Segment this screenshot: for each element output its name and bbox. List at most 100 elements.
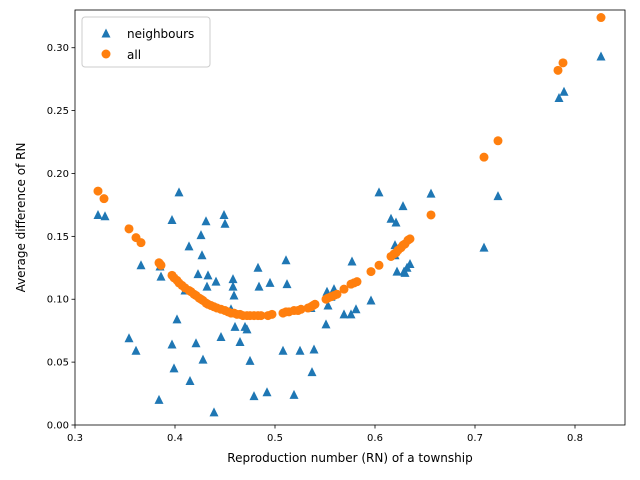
neighbours-point (323, 300, 333, 310)
neighbours-point (289, 389, 299, 399)
y-tick-label: 0.10 (47, 295, 69, 306)
neighbours-point (426, 188, 436, 198)
all-point (124, 224, 134, 234)
all-point (256, 311, 266, 321)
all-point (136, 238, 146, 248)
y-axis: 0.00 0.05 0.10 0.15 0.20 0.25 0.30 (47, 43, 75, 432)
neighbours-point (596, 51, 606, 61)
neighbours-point (253, 262, 263, 272)
x-axis: 0.3 0.4 0.5 0.6 0.7 0.8 (67, 425, 583, 444)
all-point (99, 194, 109, 204)
all-point (405, 234, 415, 244)
neighbours-point (400, 267, 410, 277)
neighbours-point (193, 269, 203, 279)
neighbours-point (191, 338, 201, 348)
neighbours-point (197, 250, 207, 260)
neighbours-point (220, 218, 230, 228)
neighbours-point (374, 187, 384, 197)
x-tick-label: 0.4 (167, 433, 183, 444)
legend-marker-all (101, 49, 111, 59)
neighbours-point (93, 209, 103, 219)
all-point (339, 284, 349, 294)
x-tick-label: 0.7 (467, 433, 483, 444)
neighbours-point (245, 355, 255, 365)
neighbours-point (156, 271, 166, 281)
all-point (426, 210, 436, 220)
all-point (479, 152, 489, 162)
neighbours-point (265, 277, 275, 287)
neighbours-point (366, 295, 376, 305)
neighbours-point (309, 344, 319, 354)
neighbours-point (235, 337, 245, 346)
neighbours-point (228, 274, 238, 284)
neighbours-point (100, 211, 110, 221)
neighbours-point (262, 387, 272, 397)
neighbours-point (202, 281, 212, 291)
neighbours-point (219, 209, 229, 219)
y-tick-label: 0.05 (47, 358, 69, 369)
neighbours-point (230, 321, 240, 331)
y-tick-label: 0.20 (47, 169, 69, 180)
neighbours-point (228, 281, 238, 291)
plot-frame (74, 9, 626, 426)
all-point (310, 299, 320, 309)
y-axis-label: Average difference of RN (14, 143, 28, 293)
neighbours-point (559, 86, 569, 96)
neighbours-point (198, 354, 208, 364)
neighbours-point (216, 331, 226, 341)
neighbours-point (174, 187, 184, 197)
neighbours-point (392, 266, 402, 276)
neighbours-point (281, 255, 291, 265)
neighbours-point (278, 345, 288, 355)
all-point (366, 267, 376, 277)
neighbours-point (169, 363, 179, 373)
legend-marker-neighbours (101, 28, 111, 38)
neighbours-point (229, 290, 239, 300)
neighbours-point (249, 391, 259, 401)
neighbours-point (124, 333, 134, 343)
neighbours-point (295, 345, 305, 355)
neighbours-point (307, 367, 317, 377)
neighbours-point (209, 407, 219, 417)
x-axis-label: Reproduction number (RN) of a township (227, 451, 472, 465)
neighbours-point (479, 242, 489, 252)
neighbours-point (398, 201, 408, 211)
neighbours-point (167, 215, 177, 225)
all-point (352, 277, 362, 287)
neighbours-point (351, 304, 361, 314)
neighbours-point (242, 324, 252, 334)
neighbours-point (493, 191, 503, 201)
legend: neighbours all (81, 16, 211, 68)
neighbours-point (254, 281, 264, 291)
neighbours-point (282, 279, 292, 289)
all-point (332, 289, 342, 299)
y-tick-label: 0.25 (47, 106, 69, 117)
neighbours-point (131, 345, 141, 355)
neighbours-point (405, 259, 415, 269)
neighbours-point (201, 216, 211, 226)
y-tick-label: 0.15 (47, 232, 69, 243)
neighbours-point (184, 241, 194, 251)
legend-box (81, 16, 211, 68)
x-tick-label: 0.5 (267, 433, 283, 444)
x-tick-label: 0.6 (367, 433, 383, 444)
all-point (93, 186, 103, 196)
neighbours-point (203, 270, 213, 280)
legend-label-neighbours: neighbours (127, 27, 194, 41)
neighbours-point (154, 394, 164, 404)
x-tick-label: 0.8 (567, 433, 583, 444)
neighbours-point (185, 375, 195, 385)
neighbours-point (554, 93, 564, 103)
all-point (156, 260, 166, 270)
all-point (296, 304, 306, 314)
neighbours-point (391, 217, 401, 227)
legend-label-all: all (127, 48, 141, 62)
all-point (267, 309, 277, 319)
all-point (596, 13, 606, 23)
neighbours-point (321, 319, 331, 329)
all-point (553, 65, 563, 75)
neighbours-point (167, 339, 177, 349)
x-tick-label: 0.3 (67, 433, 83, 444)
